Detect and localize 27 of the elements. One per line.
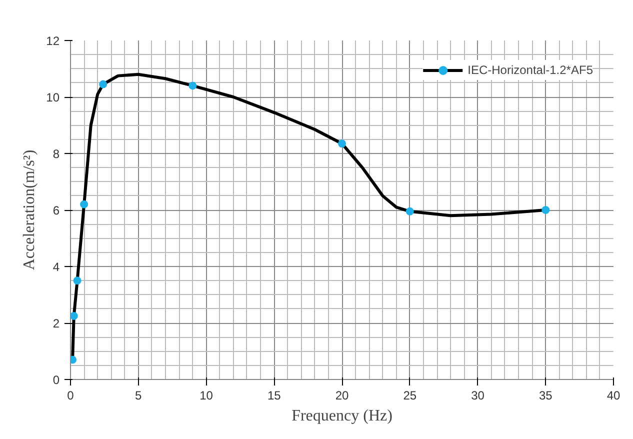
x-tick-label: 35	[538, 388, 553, 402]
point	[80, 200, 88, 208]
point	[338, 140, 346, 148]
y-axis-title: Acceleration(m/s²)	[21, 150, 38, 270]
y-tick-label: 0	[52, 373, 60, 387]
x-tick-label: 10	[200, 388, 214, 402]
y-tick-label: 12	[46, 34, 60, 48]
x-tick-label: 20	[335, 388, 349, 402]
y-tick-label: 8	[52, 147, 60, 161]
y-tick-label: 6	[52, 204, 60, 218]
point	[99, 80, 108, 88]
point	[73, 276, 82, 285]
x-axis-title: Frequency (Hz)	[292, 408, 392, 424]
y-tick-label: 4	[52, 260, 60, 274]
point	[188, 82, 197, 90]
y-tick-label: 10	[46, 90, 60, 104]
x-tick-label: 25	[403, 388, 417, 402]
point	[542, 206, 550, 214]
legend-label: IEC-Horizontal-1.2*AF5	[468, 63, 593, 77]
point	[406, 207, 414, 216]
point	[70, 312, 78, 320]
y-tick-label: 2	[52, 316, 60, 330]
x-tick-label: 15	[267, 388, 282, 402]
x-tick-label: 5	[135, 388, 142, 402]
x-tick-label: 40	[606, 388, 620, 402]
x-tick-label: 0	[67, 388, 74, 402]
x-tick-label: 30	[471, 388, 485, 402]
